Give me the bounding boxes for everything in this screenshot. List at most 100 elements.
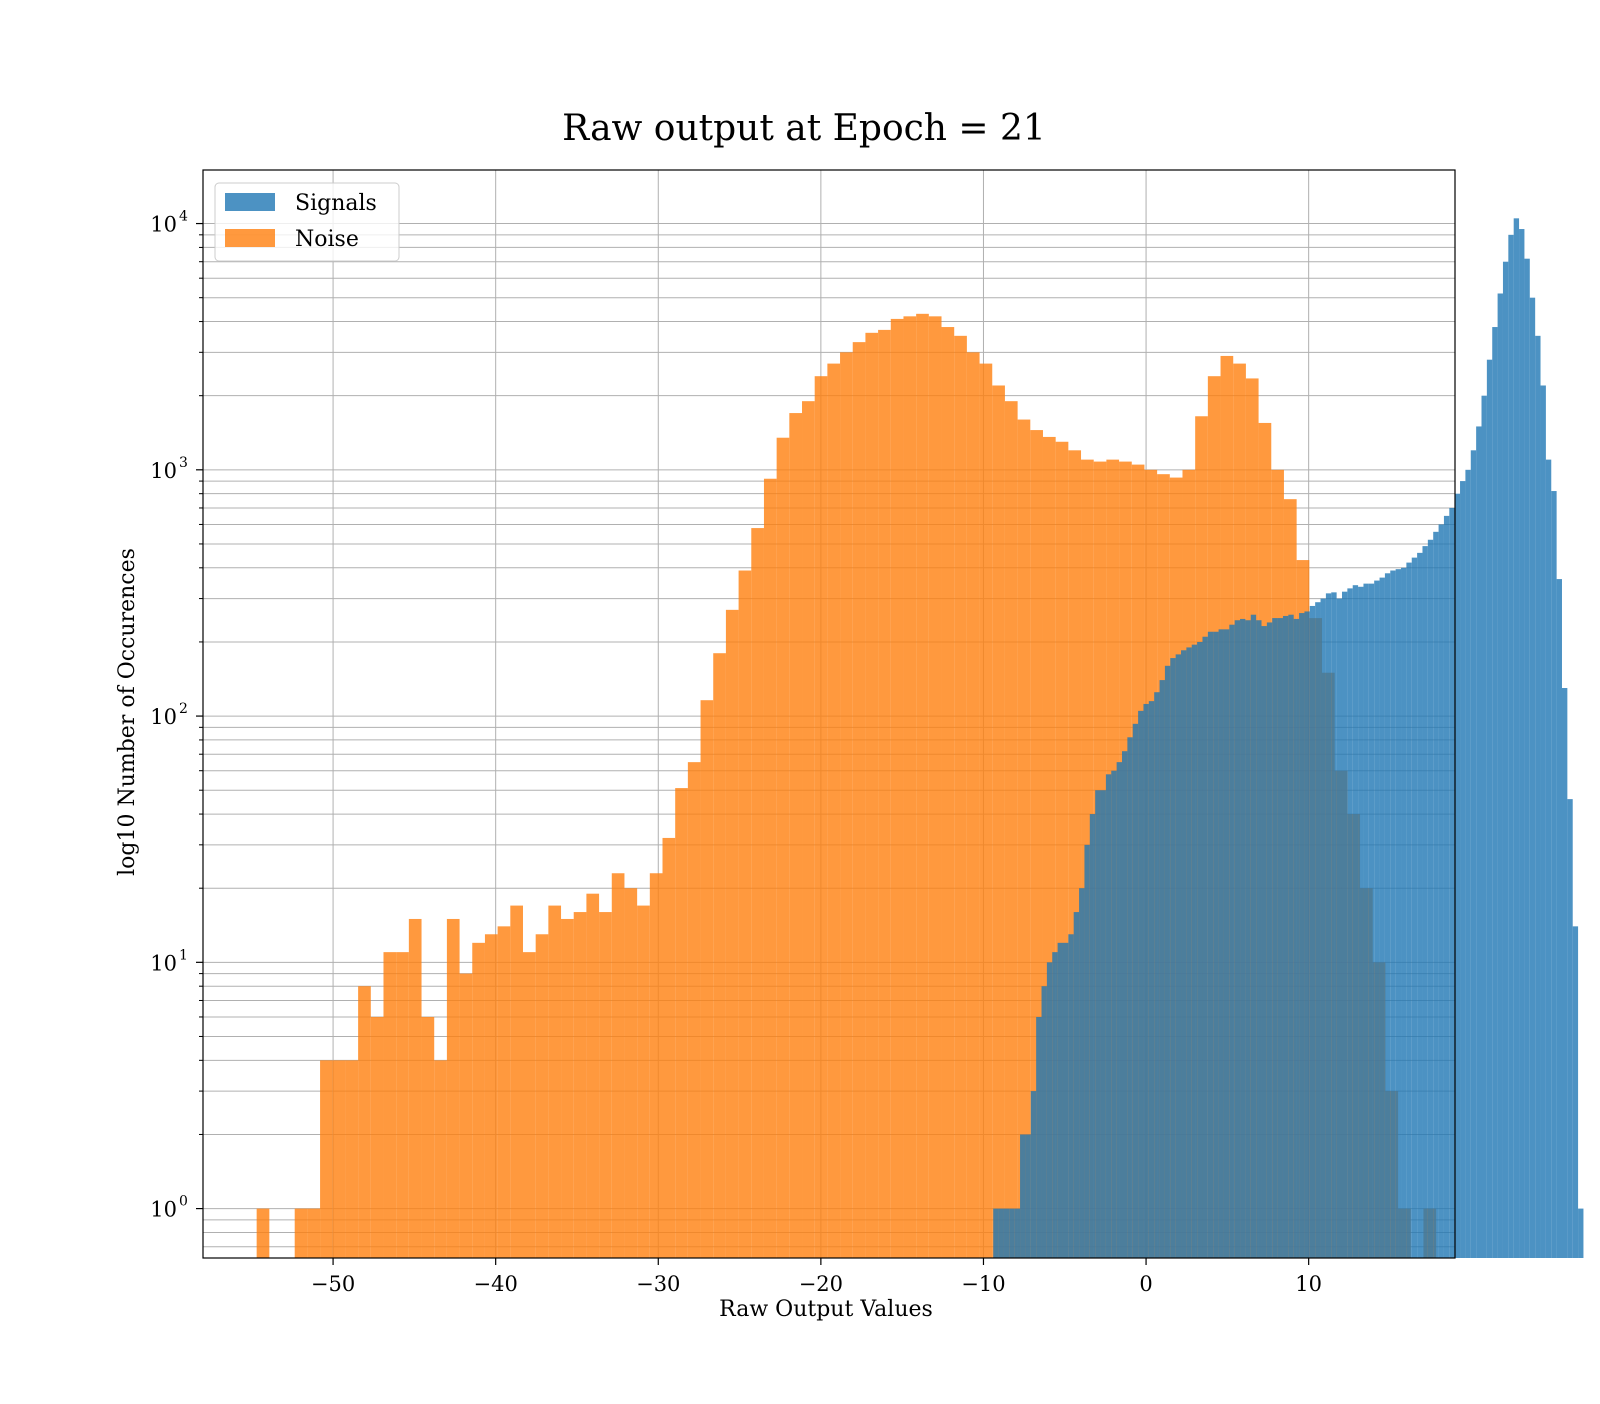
noise-bar (307, 1208, 321, 1258)
noise-bar (510, 905, 523, 1258)
noise-bar (408, 918, 422, 1258)
noise-bar (586, 893, 600, 1258)
signals-bar (1449, 507, 1455, 1258)
signals-bar (1245, 620, 1251, 1258)
signals-bar (1277, 618, 1283, 1258)
signals-bar (993, 1208, 999, 1258)
signals-bar (1336, 598, 1342, 1258)
signals-bar (1191, 644, 1198, 1258)
noise-bar (535, 934, 549, 1258)
signals-bar (1148, 701, 1155, 1258)
signals-bar (1492, 327, 1498, 1259)
y-tick-exponent: 2 (179, 701, 188, 717)
signals-bar (1272, 618, 1278, 1258)
noise-bar (624, 888, 638, 1258)
noise-bar (484, 934, 498, 1258)
signals-bar (1041, 986, 1047, 1258)
noise-bar (675, 788, 688, 1258)
legend-label-noise: Noise (295, 227, 359, 252)
signals-bar (1256, 620, 1262, 1258)
noise-bar (370, 1016, 384, 1258)
signals-bar (1020, 1134, 1026, 1258)
axes (202, 169, 1456, 1259)
noise-bar (852, 342, 866, 1258)
y-tick-label: 10 (150, 459, 177, 483)
noise-bar (383, 952, 397, 1258)
signals-series (993, 218, 1584, 1259)
legend: Signals Noise (214, 182, 400, 262)
noise-bar (979, 363, 993, 1258)
y-axis-label: log10 Number of Occurences (115, 548, 140, 876)
signals-bar (1519, 229, 1525, 1258)
signals-bar (1250, 614, 1257, 1258)
signals-bar (1223, 629, 1230, 1258)
signals-bar (1545, 459, 1552, 1258)
signals-bar (1363, 583, 1369, 1258)
noise-bar (459, 973, 473, 1258)
noise-bar (941, 327, 955, 1259)
signals-bar (1014, 1208, 1021, 1258)
signals-bar (1025, 1134, 1031, 1258)
chart-title: Raw output at Epoch = 21 (562, 108, 1046, 149)
signals-bar (1352, 585, 1359, 1258)
noise-bar (789, 413, 803, 1258)
noise-bar (345, 1060, 359, 1258)
signals-bar (1529, 297, 1536, 1258)
signals-bar (1567, 799, 1573, 1258)
signals-bar (1320, 598, 1326, 1258)
signals-bar (1358, 586, 1364, 1258)
signals-bar (1127, 737, 1133, 1258)
signals-bar (1213, 631, 1219, 1258)
noise-bar (446, 918, 460, 1258)
legend-label-signals: Signals (295, 191, 377, 216)
noise-bar (421, 1016, 435, 1258)
noise-bar (320, 1060, 333, 1258)
signals-bar (1486, 359, 1493, 1258)
y-tick-exponent: 0 (179, 1194, 188, 1210)
signals-bar (1159, 680, 1165, 1258)
signals-bar (1422, 546, 1428, 1258)
y-tick-label: 10 (150, 1198, 177, 1222)
noise-bar (637, 905, 650, 1258)
signals-bar (1551, 491, 1557, 1258)
signals-bar (1427, 539, 1434, 1258)
noise-bar (814, 376, 828, 1258)
signals-bar (1282, 615, 1289, 1258)
signals-bar (1197, 641, 1203, 1258)
signals-bar (1202, 636, 1208, 1258)
signals-bar (1535, 335, 1541, 1258)
signals-bar (1079, 888, 1085, 1258)
signals-bar (998, 1208, 1004, 1258)
signals-bar (1138, 710, 1144, 1258)
signals-bar (1111, 770, 1117, 1258)
y-tick-exponent: 4 (179, 209, 188, 225)
signals-bar (1154, 692, 1160, 1258)
signals-bar (1229, 624, 1235, 1258)
signals-bar (1341, 591, 1348, 1258)
noise-bar (497, 926, 511, 1258)
signals-bar (1502, 261, 1509, 1258)
signals-bar (1207, 631, 1214, 1258)
signals-bar (1089, 814, 1096, 1258)
noise-bar (865, 332, 879, 1258)
noise-bar (751, 528, 764, 1258)
noise-bar (256, 1208, 270, 1258)
signals-bar (1046, 962, 1053, 1258)
noise-bar (358, 986, 371, 1258)
signals-bar (1379, 577, 1385, 1258)
signals-bar (1084, 844, 1090, 1258)
x-tick-label: −10 (961, 1272, 1005, 1296)
noise-bar (662, 837, 676, 1258)
signals-bar (1143, 703, 1149, 1258)
signals-bar (1438, 524, 1444, 1258)
x-tick-label: −50 (311, 1272, 355, 1296)
y-tick-label: 10 (150, 705, 177, 729)
noise-bar (840, 352, 853, 1258)
signals-bar (1443, 515, 1450, 1258)
signals-bar (1401, 567, 1407, 1258)
legend-swatch-signals (225, 193, 275, 211)
signals-bar (1476, 426, 1482, 1258)
signals-bar (1164, 665, 1171, 1258)
signals-bar (1578, 1208, 1584, 1258)
